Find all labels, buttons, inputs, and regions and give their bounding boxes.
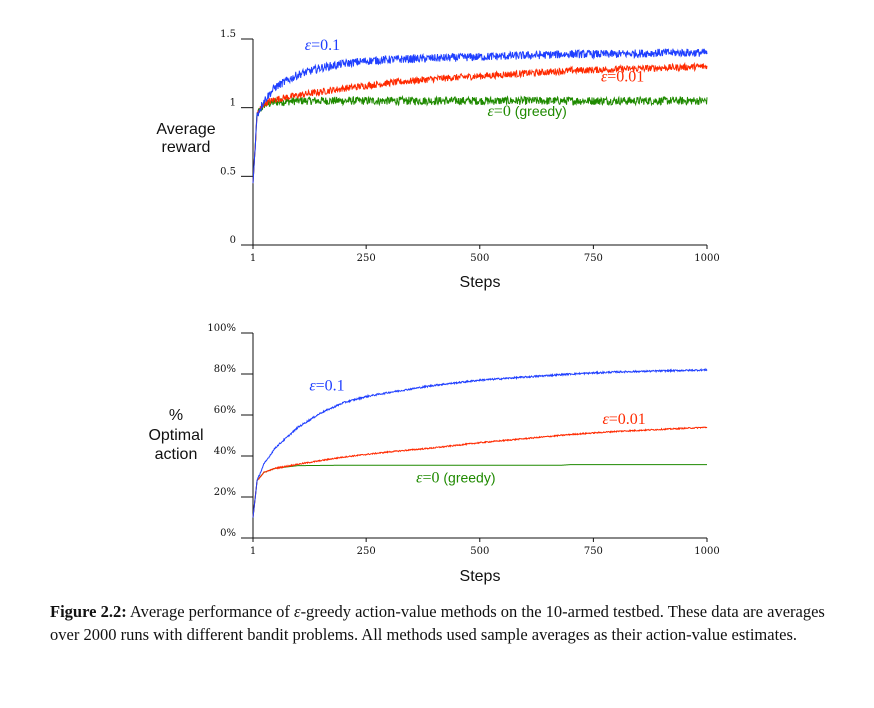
x-axis-label: Steps	[460, 274, 501, 291]
x-tick-label: 500	[470, 546, 489, 557]
y-tick-label: 0.5	[220, 166, 236, 177]
series-label-epsilon: ε	[416, 470, 423, 487]
series-label: ε=0 (greedy)	[416, 470, 495, 487]
series-label-value: =0.1	[311, 37, 340, 54]
series-label: ε=0 (greedy)	[487, 103, 566, 120]
chart-1: 1 250 500 750 1000 0 0.5 1 1.5 Steps Averagereward…	[156, 29, 719, 291]
series-label-value: =0	[494, 103, 511, 120]
series-label-epsilon: ε	[487, 103, 494, 120]
series-label-epsilon: ε	[309, 377, 316, 394]
y-tick-label: 20%	[214, 487, 236, 498]
caption-text-after: -greedy action-value methods on the 10-a…	[50, 602, 825, 644]
series-line	[252, 367, 708, 518]
x-tick-label: 1000	[694, 253, 719, 264]
x-axis-label: Steps	[460, 568, 501, 585]
x-tick-label: 1000	[694, 546, 719, 557]
figure: 1 250 500 750 1000 0 0.5 1 1.5 Steps Averagereward…	[148, 29, 719, 585]
series-label-epsilon: ε	[602, 411, 609, 428]
series-label: ε=0.01	[602, 411, 645, 428]
series-label-value: =0.01	[607, 69, 644, 86]
chart-2: 1 250 500 750 1000 0% 20% 40% 60% 80% 100% Steps% Op…	[148, 323, 719, 585]
series-line	[252, 464, 707, 518]
y-tick-label: 60%	[214, 405, 236, 416]
y-axis-label: reward	[162, 139, 211, 156]
series-label: ε=0.01	[601, 69, 644, 86]
caption-label: Figure 2.2:	[50, 602, 127, 621]
y-tick-label: 40%	[214, 446, 236, 457]
y-axis-label: Optimal	[148, 427, 203, 444]
series-label-epsilon: ε	[305, 37, 312, 54]
y-axis-label: Average	[156, 121, 215, 138]
caption-epsilon: ε	[294, 602, 301, 621]
x-tick-label: 750	[584, 253, 603, 264]
figure-caption: Figure 2.2: Average performance of ε-gre…	[50, 601, 840, 646]
series-line	[252, 94, 708, 184]
y-tick-label: 0%	[220, 528, 236, 539]
series-label-suffix: (greedy)	[439, 470, 495, 486]
series-label-suffix: (greedy)	[511, 103, 567, 119]
y-tick-label: 0	[230, 235, 236, 246]
y-tick-label: 100%	[207, 323, 236, 334]
series-label: ε=0.1	[305, 37, 340, 54]
x-tick-label: 750	[584, 546, 603, 557]
series-label: ε=0.1	[309, 377, 344, 394]
series-label-value: =0.01	[609, 411, 646, 428]
x-tick-label: 1	[250, 546, 256, 557]
x-tick-label: 1	[250, 253, 256, 264]
series-label-value: =0.1	[316, 377, 345, 394]
series-label-epsilon: ε	[601, 69, 608, 86]
x-tick-label: 250	[357, 546, 376, 557]
y-tick-label: 1.5	[220, 29, 236, 40]
y-axis-label: action	[155, 446, 198, 463]
y-axis-label: %	[169, 407, 183, 424]
series-label-value: =0	[422, 470, 439, 487]
y-tick-label: 1	[230, 98, 236, 109]
x-tick-label: 250	[357, 253, 376, 264]
caption-text-before: Average performance of	[126, 602, 295, 621]
series-line	[252, 426, 708, 518]
x-tick-label: 500	[470, 253, 489, 264]
series-line	[252, 48, 708, 184]
y-tick-label: 80%	[214, 364, 236, 375]
series-line	[252, 61, 708, 184]
